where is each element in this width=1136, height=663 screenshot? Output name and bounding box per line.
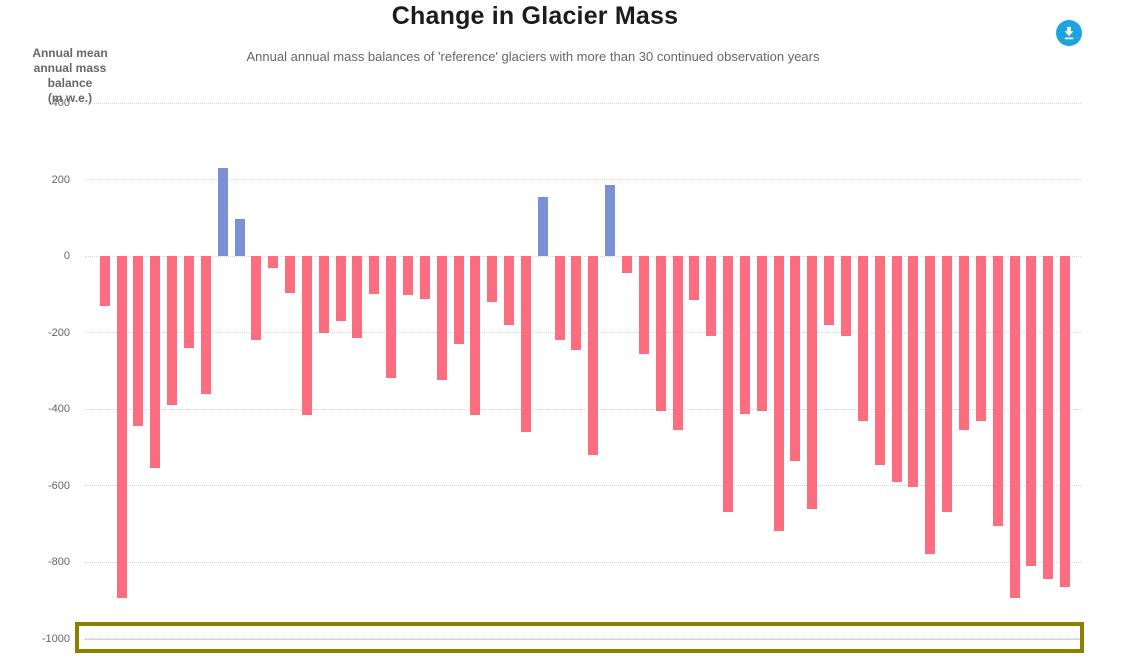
y-gridline [85, 408, 1081, 410]
bar-column[interactable] [1060, 256, 1070, 587]
bar-column[interactable] [638, 256, 649, 354]
bar-column[interactable] [234, 218, 245, 256]
bar-column[interactable] [301, 256, 312, 415]
y-axis-title-line3: (m w.e.) [47, 91, 93, 105]
bar-column[interactable] [672, 256, 683, 430]
y-tick-label: -1000 [41, 632, 70, 645]
y-axis-title: Annual mean annual mass balance (m w.e.) [18, 46, 122, 106]
y-tick-label: 0 [63, 250, 70, 262]
bar-column[interactable] [470, 256, 481, 415]
bar-column[interactable] [369, 256, 380, 295]
bar-column[interactable] [150, 256, 161, 469]
bar-column[interactable] [487, 256, 498, 302]
bar-column[interactable] [958, 256, 969, 430]
bar-column[interactable] [335, 256, 346, 321]
bar-column[interactable] [285, 256, 295, 294]
bar-column[interactable] [857, 256, 868, 421]
y-tick-label: -400 [47, 403, 70, 415]
bar-column[interactable] [588, 256, 599, 455]
bar-column[interactable] [99, 256, 110, 306]
bar-column[interactable] [1026, 256, 1037, 566]
bar-column[interactable] [183, 256, 194, 348]
bar-column[interactable] [605, 185, 616, 256]
y-tick-label: -200 [47, 326, 70, 339]
bar-column[interactable] [756, 256, 767, 411]
x-axis-line [85, 639, 1081, 640]
y-gridline [85, 332, 1081, 333]
bar-column[interactable] [891, 256, 902, 482]
bar-column[interactable] [403, 256, 413, 295]
bar-column[interactable] [251, 256, 262, 341]
bar-column[interactable] [419, 256, 430, 300]
bar-column[interactable] [318, 256, 329, 333]
bar-column[interactable] [992, 256, 1003, 526]
bar-column[interactable] [874, 256, 885, 465]
bar-column[interactable] [268, 256, 279, 268]
bar-column[interactable] [167, 256, 178, 406]
bar-column[interactable] [841, 256, 851, 337]
y-tick-label: -600 [47, 479, 70, 492]
y-gridline [85, 638, 1081, 639]
bar-column[interactable] [706, 256, 717, 337]
bar-column[interactable] [807, 256, 818, 509]
download-icon [1064, 26, 1074, 40]
bar-column[interactable] [622, 256, 632, 274]
bar-column[interactable] [133, 256, 144, 427]
chart-title: Change in Glacier Mass [391, 2, 679, 30]
y-tick-label: -800 [47, 556, 70, 568]
bar-column[interactable] [942, 256, 953, 513]
bar-column[interactable] [1009, 256, 1020, 599]
bar-column[interactable] [554, 256, 565, 341]
bar-column[interactable] [520, 256, 531, 432]
bar-column[interactable] [1043, 256, 1054, 580]
y-gridline [85, 102, 1081, 104]
y-gridline [85, 485, 1081, 486]
y-tick-label: 400 [51, 97, 70, 109]
highlight-box [75, 622, 1084, 653]
bar-column[interactable] [504, 256, 514, 325]
bar-column[interactable] [723, 256, 734, 513]
chart-subtitle: Annual annual mass balances of 'referenc… [246, 49, 820, 64]
bar-column[interactable] [116, 256, 127, 599]
download-button[interactable] [1056, 20, 1082, 46]
bar-column[interactable] [655, 256, 666, 411]
bar-column[interactable] [908, 256, 919, 488]
y-gridline [85, 179, 1081, 180]
bar-column[interactable] [436, 256, 447, 381]
y-axis-title-line1: Annual mean [32, 46, 108, 60]
bar-column[interactable] [824, 256, 835, 325]
bar-column[interactable] [925, 256, 936, 555]
bar-column[interactable] [453, 256, 464, 344]
bar-column[interactable] [790, 256, 801, 461]
bar-column[interactable] [773, 256, 784, 532]
bar-column[interactable] [975, 256, 986, 421]
bar-column[interactable] [537, 196, 548, 256]
bar-column[interactable] [386, 256, 397, 379]
y-gridline [85, 561, 1081, 563]
bar-column[interactable] [739, 256, 750, 414]
y-axis-title-line2: annual mass balance [33, 61, 107, 90]
y-gridline [85, 255, 1081, 257]
bar-column[interactable] [200, 256, 211, 394]
bar-column[interactable] [689, 256, 700, 300]
y-tick-label: 200 [51, 173, 70, 186]
bar-column[interactable] [571, 256, 582, 350]
bar-column[interactable] [217, 168, 228, 256]
bar-column[interactable] [352, 256, 363, 339]
